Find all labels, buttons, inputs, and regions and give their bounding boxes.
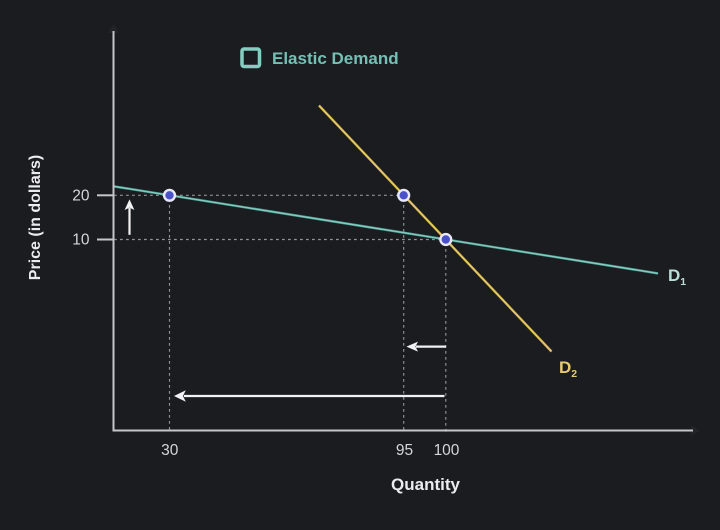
svg-text:10: 10 (72, 232, 90, 249)
svg-text:30: 30 (161, 442, 179, 459)
svg-text:Elastic Demand: Elastic Demand (272, 49, 399, 68)
svg-text:20: 20 (72, 188, 90, 205)
svg-text:Quantity: Quantity (391, 475, 460, 494)
svg-text:Price (in dollars): Price (in dollars) (27, 155, 44, 280)
svg-text:100: 100 (434, 442, 460, 459)
svg-text:95: 95 (396, 442, 413, 459)
